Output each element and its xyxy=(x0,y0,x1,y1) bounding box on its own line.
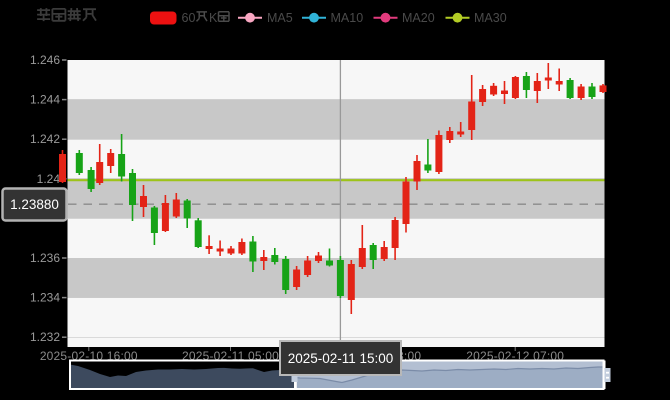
svg-text:MA20: MA20 xyxy=(402,11,435,25)
svg-text:1.24: 1.24 xyxy=(37,172,61,186)
svg-text:1.236: 1.236 xyxy=(30,251,60,265)
svg-text:1.23880: 1.23880 xyxy=(10,197,59,212)
svg-text:1.244: 1.244 xyxy=(30,93,60,107)
svg-text:MA5: MA5 xyxy=(267,11,293,25)
svg-text:K: K xyxy=(209,11,218,25)
svg-text:1.234: 1.234 xyxy=(30,291,60,305)
svg-text:1.232: 1.232 xyxy=(30,330,60,344)
svg-text:2025-02-11 15:00: 2025-02-11 15:00 xyxy=(288,351,394,366)
svg-text:MA30: MA30 xyxy=(474,11,507,25)
svg-text:2025-02-12 07:00: 2025-02-12 07:00 xyxy=(466,349,564,363)
svg-text:1.246: 1.246 xyxy=(30,53,60,67)
svg-text:1.242: 1.242 xyxy=(30,132,60,146)
svg-text:60: 60 xyxy=(182,11,196,25)
svg-text:MA10: MA10 xyxy=(331,11,364,25)
